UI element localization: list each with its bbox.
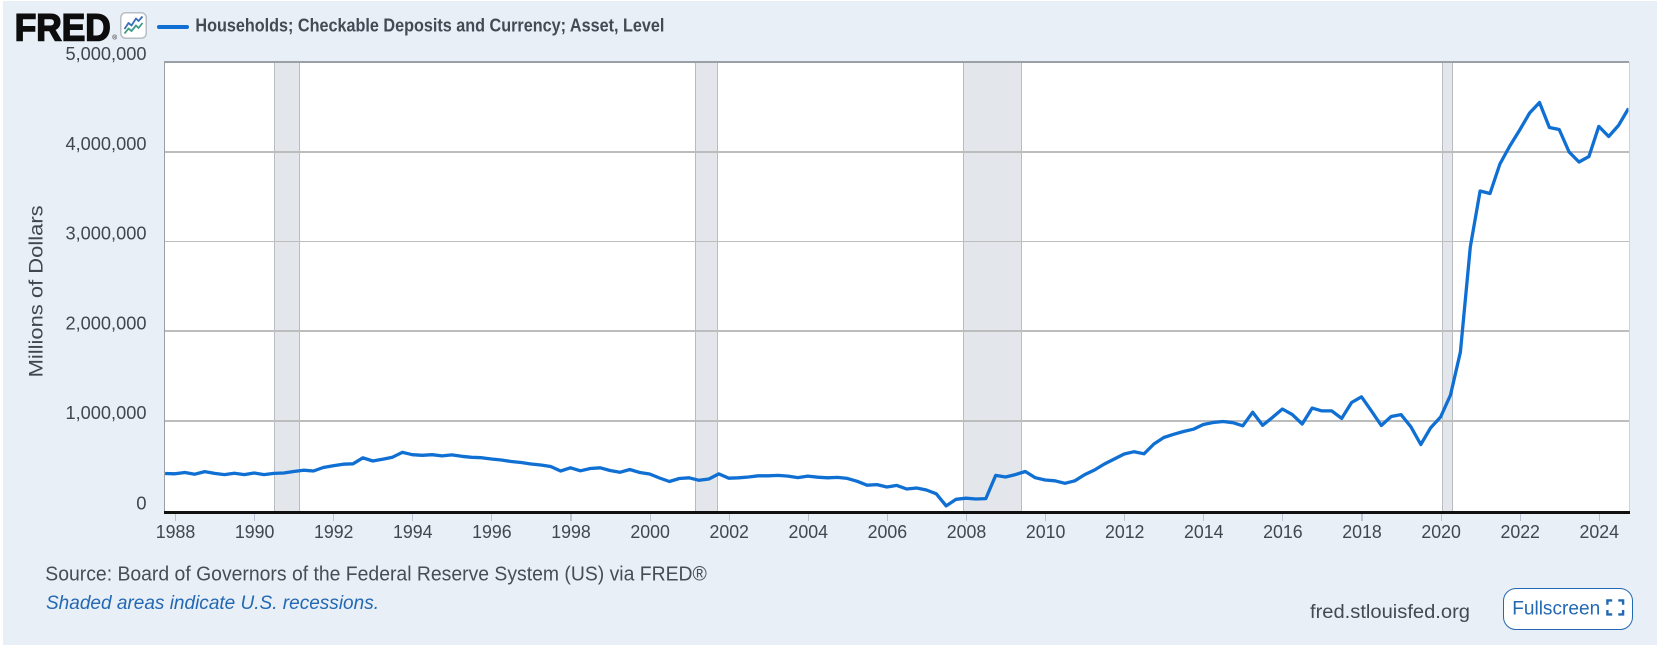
svg-text:1,000,000: 1,000,000 [66,402,147,423]
svg-text:1992: 1992 [314,521,354,542]
svg-text:1994: 1994 [393,521,433,542]
svg-text:0: 0 [136,493,146,514]
svg-text:fred.stlouisfed.org: fred.stlouisfed.org [1310,602,1470,623]
svg-text:®: ® [112,34,117,42]
svg-text:2012: 2012 [1105,521,1145,542]
svg-text:1988: 1988 [156,521,196,542]
svg-text:1998: 1998 [551,521,591,542]
svg-text:2018: 2018 [1342,521,1382,542]
svg-text:2,000,000: 2,000,000 [66,312,147,333]
svg-text:2022: 2022 [1500,521,1540,542]
svg-text:2006: 2006 [868,521,908,542]
svg-text:2024: 2024 [1580,521,1620,542]
svg-text:Fullscreen: Fullscreen [1512,598,1600,620]
svg-text:1990: 1990 [235,521,275,542]
svg-text:FRED: FRED [15,7,111,49]
svg-text:2000: 2000 [630,521,670,542]
svg-text:3,000,000: 3,000,000 [66,223,147,244]
svg-text:5,000,000: 5,000,000 [66,43,147,64]
svg-text:1996: 1996 [472,521,512,542]
svg-text:Shaded areas indicate U.S. rec: Shaded areas indicate U.S. recessions. [46,592,379,614]
svg-text:2020: 2020 [1421,521,1461,542]
svg-text:Source: Board of Governors of: Source: Board of Governors of the Federa… [45,564,707,586]
svg-text:Households; Checkable Deposits: Households; Checkable Deposits and Curre… [195,16,664,36]
svg-text:4,000,000: 4,000,000 [66,133,147,154]
svg-text:Millions of Dollars: Millions of Dollars [27,205,48,377]
svg-text:2002: 2002 [709,521,749,542]
svg-text:2004: 2004 [789,521,829,542]
svg-text:2008: 2008 [947,521,987,542]
svg-text:2014: 2014 [1184,521,1224,542]
svg-text:2016: 2016 [1263,521,1303,542]
svg-text:2010: 2010 [1026,521,1066,542]
